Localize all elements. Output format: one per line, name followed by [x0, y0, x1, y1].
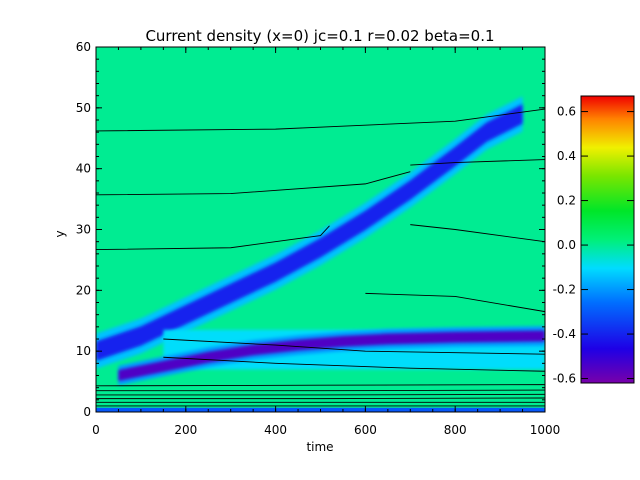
colorbar-ticks: 0.6 0.4 0.2 0.0 -0.2 -0.4 -0.6	[553, 105, 634, 386]
x-axis: 0 200 400 600 800 1000	[92, 47, 560, 437]
contour-lines	[96, 108, 545, 407]
colorbar-gradient	[580, 95, 635, 384]
contour-line	[410, 159, 545, 166]
y-tick-label: 0	[83, 405, 91, 419]
contour-line	[163, 338, 545, 355]
colorbar: 0.6 0.4 0.2 0.0 -0.2 -0.4 -0.6	[553, 95, 635, 386]
contour-line	[96, 393, 545, 396]
colorbar-tick-label: -0.4	[553, 327, 576, 341]
heatmap-feature	[118, 330, 545, 381]
x-tick-label: 1000	[530, 423, 561, 437]
x-tick-label: 0	[92, 423, 100, 437]
x-tick-label: 600	[354, 423, 377, 437]
colorbar-tick-label: -0.2	[553, 283, 576, 297]
contour-line	[96, 397, 545, 400]
colorbar-tick-label: -0.6	[553, 372, 576, 386]
contour-line	[96, 389, 545, 392]
y-tick-label: 20	[76, 283, 91, 297]
x-tick-label: 800	[444, 423, 467, 437]
x-tick-label: 400	[264, 423, 287, 437]
colorbar-tick-label: 0.4	[557, 149, 576, 163]
y-tick-label: 30	[76, 223, 91, 237]
contour-line	[96, 108, 545, 132]
contour-line	[96, 384, 545, 387]
x-axis-label: time	[306, 440, 333, 454]
colorbar-tick-label: 0.2	[557, 194, 576, 208]
y-tick-label: 60	[76, 40, 91, 54]
contour-line	[410, 224, 545, 243]
y-tick-label: 40	[76, 162, 91, 176]
y-tick-label: 50	[76, 101, 91, 115]
y-axis-label: y	[53, 230, 67, 237]
colorbar-tick-label: 0.6	[557, 105, 576, 119]
heatmap-features	[96, 96, 545, 412]
colorbar-tick-label: 0.0	[557, 238, 576, 252]
plot-area	[95, 46, 546, 413]
heatmap-feature	[96, 104, 523, 361]
y-tick-label: 10	[76, 344, 91, 358]
contour-line	[365, 292, 545, 313]
y-axis: 0 10 20 30 40 50 60	[76, 40, 545, 419]
x-tick-label: 200	[174, 423, 197, 437]
contour-line	[96, 171, 411, 196]
chart-title: Current density (x=0) jc=0.1 r=0.02 beta…	[145, 27, 494, 45]
contour-line	[163, 356, 545, 372]
contour-line	[96, 225, 330, 251]
